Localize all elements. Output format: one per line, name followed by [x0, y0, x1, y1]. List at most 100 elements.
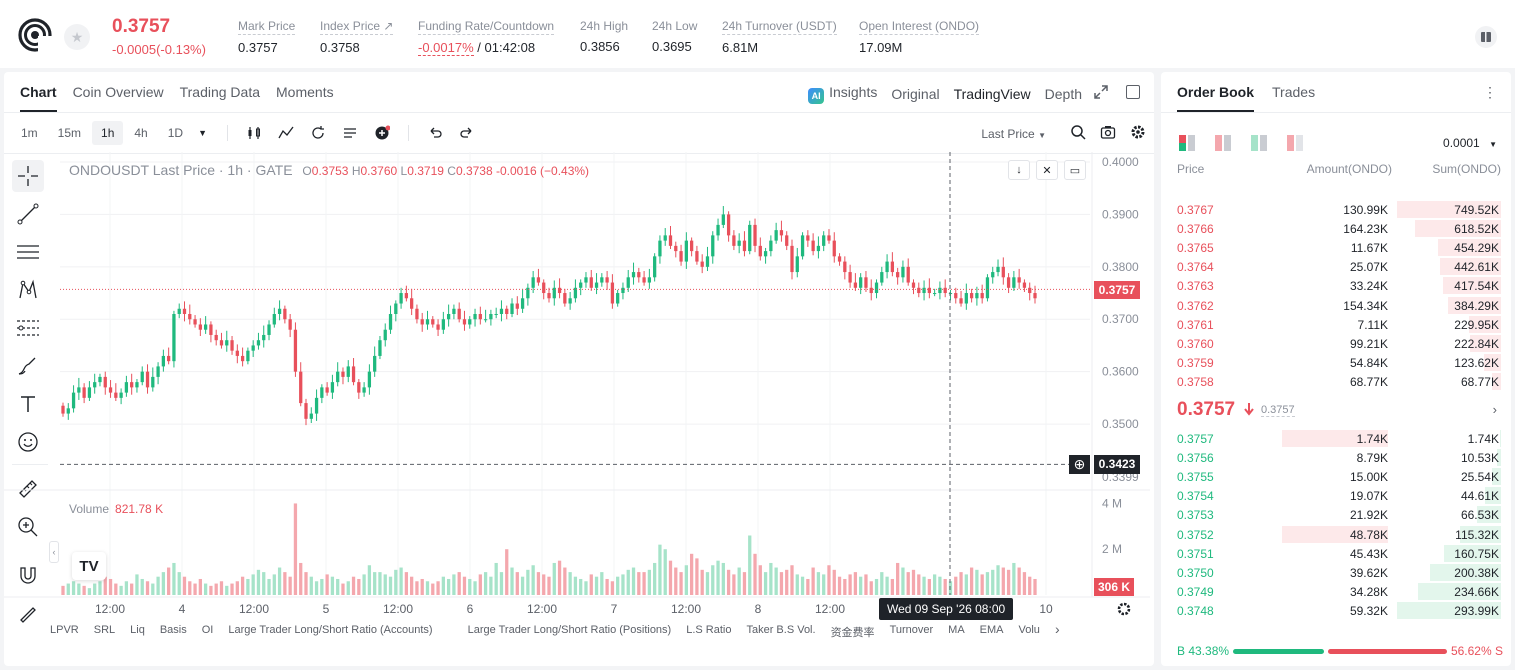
layout-asks-icon[interactable] [1215, 135, 1231, 151]
ask-row[interactable]: 0.3761 7.11K 229.95K [1161, 315, 1511, 334]
bid-row[interactable]: 0.3749 34.28K 234.66K [1161, 582, 1511, 601]
view-depth[interactable]: Depth [1044, 86, 1082, 102]
horizontal-lines-icon[interactable] [12, 236, 44, 268]
candle-body [658, 240, 662, 257]
arrow-down-icon[interactable]: ↓ [1008, 160, 1030, 180]
collapse-icon[interactable]: ✕ [1036, 160, 1058, 180]
more-options-icon[interactable]: ⋮ [1483, 84, 1497, 100]
redo-icon[interactable] [459, 125, 475, 141]
ask-row[interactable]: 0.3764 25.07K 442.61K [1161, 257, 1511, 276]
pattern-icon[interactable] [12, 274, 44, 306]
zoom-in-icon[interactable] [12, 511, 44, 543]
indicator-item[interactable]: EMA [979, 624, 1004, 636]
window-icon[interactable] [1126, 85, 1140, 99]
ask-row[interactable]: 0.3763 33.24K 417.54K [1161, 276, 1511, 295]
ask-row[interactable]: 0.3758 68.77K 68.77K [1161, 372, 1511, 391]
add-indicator-icon[interactable] [374, 125, 390, 141]
search-icon[interactable] [1070, 124, 1086, 140]
indicator-item[interactable]: Liq [130, 624, 145, 636]
brush-icon[interactable] [12, 350, 44, 382]
book-icon[interactable] [1475, 26, 1497, 48]
timeframe-1d[interactable]: 1D [167, 126, 184, 140]
refresh-icon[interactable] [310, 125, 326, 141]
crosshair-icon[interactable] [12, 160, 44, 192]
view-original[interactable]: Original [891, 86, 940, 102]
bid-row[interactable]: 0.3754 19.07K 44.61K [1161, 486, 1511, 505]
stat-label[interactable]: Index Price ↗ [320, 19, 394, 35]
ask-row[interactable]: 0.3767 130.99K 749.52K [1161, 200, 1511, 219]
book-price: 0.3754 [1177, 489, 1214, 504]
collapse-sidebar-icon[interactable]: ‹ [49, 541, 59, 563]
indicator-item[interactable]: Taker B.S Vol. [746, 624, 816, 636]
bid-row[interactable]: 0.3752 48.78K 115.32K [1161, 525, 1511, 544]
tab-chart[interactable]: Chart [20, 84, 57, 112]
indicator-item[interactable]: Volu [1018, 624, 1040, 636]
timeframe-1m[interactable]: 1m [21, 126, 38, 140]
ask-row[interactable]: 0.3762 154.34K 384.29K [1161, 296, 1511, 315]
indicators-icon[interactable] [278, 125, 294, 141]
ask-row[interactable]: 0.3760 99.21K 222.84K [1161, 334, 1511, 353]
timeframe-dropdown-icon[interactable]: ▼ [198, 128, 207, 138]
indicator-item[interactable]: Turnover [889, 624, 934, 636]
favorite-star-icon[interactable]: ★ [64, 24, 90, 50]
bid-row[interactable]: 0.3748 59.32K 293.99K [1161, 601, 1511, 620]
indicator-item[interactable]: 资金费率 [830, 627, 875, 639]
indicator-item[interactable]: SRL [93, 624, 116, 636]
bid-row[interactable]: 0.3757 1.74K 1.74K [1161, 429, 1511, 448]
bid-row[interactable]: 0.3750 39.62K 200.38K [1161, 563, 1511, 582]
ask-row[interactable]: 0.3765 11.67K 454.29K [1161, 238, 1511, 257]
indicator-item[interactable]: OI [201, 624, 214, 636]
indicator-item[interactable]: LPVR [50, 624, 79, 636]
restore-icon[interactable]: ▭ [1064, 160, 1086, 180]
layout-bids-icon[interactable] [1251, 135, 1267, 151]
indicator-item[interactable]: Large Trader Long/Short Ratio (Positions… [467, 624, 672, 636]
indicator-item[interactable]: MA [948, 624, 965, 636]
bid-row[interactable]: 0.3753 21.92K 66.53K [1161, 505, 1511, 524]
bid-row[interactable]: 0.3755 15.00K 25.54K [1161, 467, 1511, 486]
settings-gear-icon[interactable] [1130, 124, 1146, 140]
tab-trades[interactable]: Trades [1272, 84, 1316, 100]
bid-row[interactable]: 0.3751 45.43K 160.75K [1161, 544, 1511, 563]
volume-bar [483, 572, 488, 595]
tab-order-book[interactable]: Order Book [1177, 84, 1255, 112]
volume-bar [346, 581, 350, 595]
camera-icon[interactable] [1100, 124, 1116, 140]
emoji-icon[interactable] [12, 426, 44, 458]
indicator-item[interactable]: Large Trader Long/Short Ratio (Accounts) [228, 624, 433, 636]
tab-moments[interactable]: Moments [276, 84, 334, 100]
tradingview-logo[interactable]: TV [72, 552, 106, 580]
add-alert-plus-icon[interactable]: ⊕ [1069, 455, 1090, 474]
timeframe-4h[interactable]: 4h [134, 126, 148, 140]
layout-sell-only-icon[interactable] [1287, 135, 1303, 151]
magnet-icon[interactable] [12, 559, 44, 591]
chart-settings-icon[interactable] [1116, 601, 1132, 617]
expand-icon[interactable] [1094, 85, 1108, 99]
price-type-select[interactable]: Last Price ▼ [981, 127, 1046, 141]
undo-icon[interactable] [427, 125, 443, 141]
stat-index-price[interactable]: Index Price ↗ 0.3758 [320, 18, 394, 55]
candlestick-type-icon[interactable] [246, 125, 262, 141]
indicator-item[interactable]: L.S Ratio [686, 624, 732, 636]
indicator-item[interactable]: Basis [159, 624, 187, 636]
candle-body [568, 298, 572, 304]
insights-button[interactable]: AI Insights [808, 84, 877, 104]
ask-row[interactable]: 0.3759 54.84K 123.62K [1161, 353, 1511, 372]
timeframe-1h[interactable]: 1h [92, 121, 124, 145]
text-tool-icon[interactable] [12, 388, 44, 420]
scroll-right-chevron-icon[interactable]: › [1054, 621, 1060, 637]
layout-both-icon[interactable] [1179, 135, 1195, 151]
tab-coin-overview[interactable]: Coin Overview [72, 84, 164, 100]
fibonacci-icon[interactable] [12, 312, 44, 344]
view-tradingview[interactable]: TradingView [953, 86, 1031, 102]
tick-size-select[interactable]: 0.0001 ▼ [1443, 136, 1497, 150]
ask-row[interactable]: 0.3766 164.23K 618.52K [1161, 219, 1511, 238]
timeframe-15m[interactable]: 15m [57, 126, 82, 140]
price-chart[interactable]: 0.40000.39000.38000.37000.36000.35000.33… [4, 72, 1154, 622]
tab-trading-data[interactable]: Trading Data [179, 84, 261, 100]
trend-line-icon[interactable] [12, 198, 44, 230]
chevron-right-icon[interactable]: › [1492, 402, 1497, 417]
lock-drawing-icon[interactable] [12, 597, 44, 629]
list-icon[interactable] [342, 125, 358, 141]
exchange-logo[interactable] [18, 18, 52, 52]
bid-row[interactable]: 0.3756 8.79K 10.53K [1161, 448, 1511, 467]
